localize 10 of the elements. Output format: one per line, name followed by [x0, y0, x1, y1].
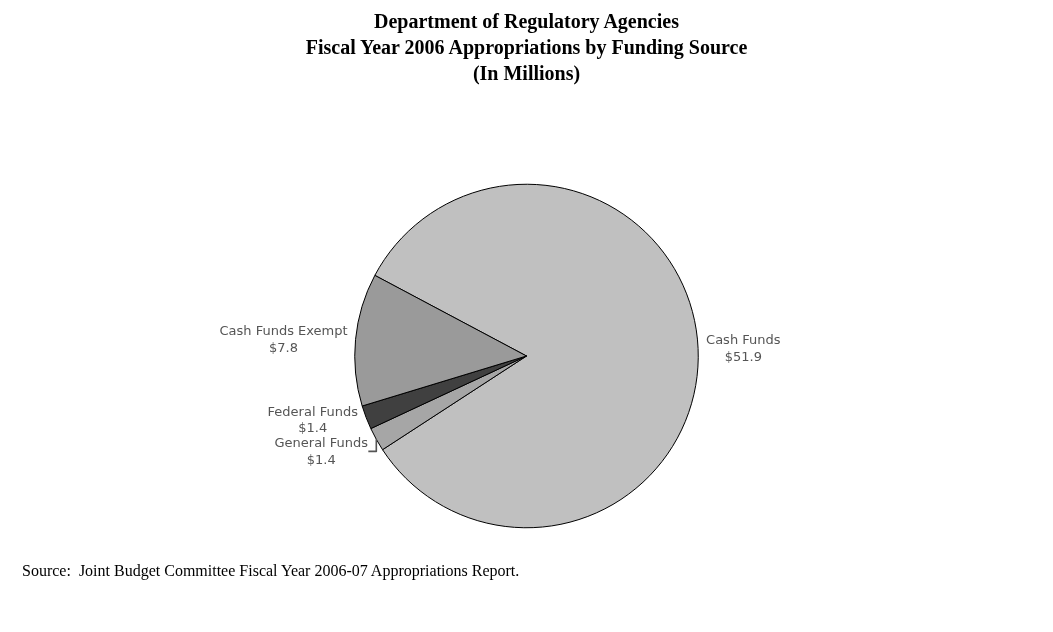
slice-label: Cash Funds Exempt [219, 323, 348, 339]
source-note: Source: Joint Budget Committee Fiscal Year 2006-07 Appropriations Report. [22, 562, 520, 580]
data-label: $51.9 [724, 349, 762, 365]
slice-label: General Funds [274, 435, 369, 451]
data-label: $7.8 [269, 340, 298, 356]
slice-label: Cash Funds [706, 332, 781, 348]
data-label: $1.4 [298, 420, 328, 436]
chart-title: Department of Regulatory Agencies Fiscal Year 2006 Appropriations by Funding Source (In Millions) [305, 10, 748, 86]
slice-label: Federal Funds [267, 403, 359, 419]
data-label: $1.4 [306, 452, 336, 468]
